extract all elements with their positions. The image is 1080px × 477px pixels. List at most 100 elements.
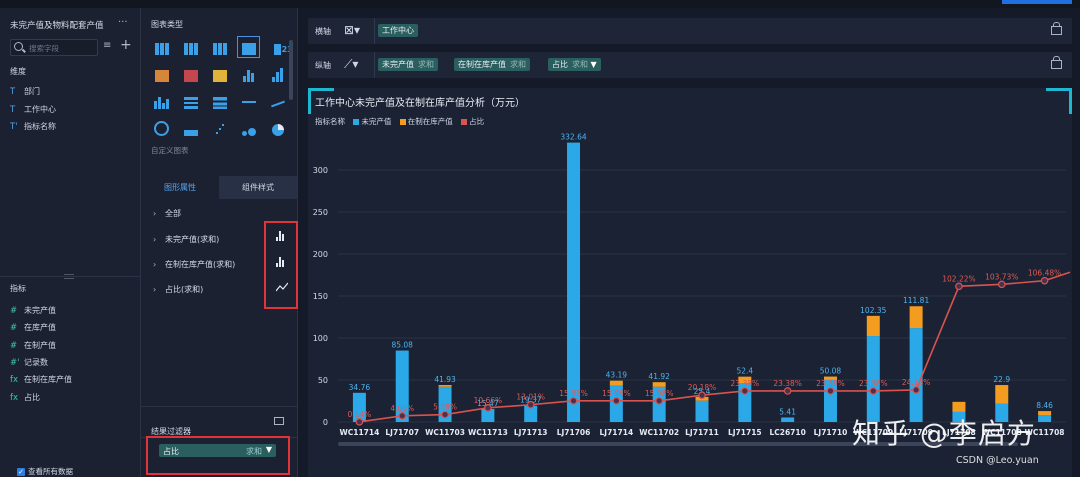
y-axis-chip[interactable]: 占比 求和 ▼ <box>548 58 601 71</box>
wave-line-icon[interactable] <box>240 93 257 109</box>
chart-panel: 工作中心未完产值及在制在库产值分析（万元） 指标名称 未完产值 在制在库产值 占… <box>308 88 1072 477</box>
custom-chart-label[interactable]: 自定义图表 <box>151 146 189 155</box>
bar-series-icon[interactable] <box>276 231 288 243</box>
top-accent[interactable] <box>1002 0 1072 4</box>
table-chart-icon[interactable] <box>153 39 170 55</box>
ratio-label: 23.38% <box>773 379 802 388</box>
result-filter-chip[interactable]: 占比 求和 ▼ <box>159 444 276 457</box>
add-icon[interactable]: + <box>120 37 132 53</box>
filter-icon[interactable]: ▼ <box>590 60 597 69</box>
lock-icon[interactable] <box>1051 22 1062 35</box>
search-icon <box>14 42 23 51</box>
field-label: 指标名称 <box>24 122 56 131</box>
show-all-data[interactable]: ✓ 查看所有数据 <box>17 466 73 477</box>
grouped-table-icon[interactable] <box>211 39 228 55</box>
metric-field[interactable]: # 未完产值 <box>10 305 56 316</box>
field-label: 工作中心 <box>24 105 56 114</box>
property-series-wip[interactable]: › 在制在库产值(求和) <box>153 259 235 270</box>
y-axis-row[interactable]: 纵轴 ⟋▾ 未完产值 求和 在制在库产值 求和 占比 求和 ▼ <box>308 52 1072 78</box>
bar-unfinished <box>567 142 581 422</box>
metric-field[interactable]: fx 在制在库产值 <box>10 374 72 385</box>
field-label: 部门 <box>24 87 40 96</box>
chart-scrollbar <box>338 442 1018 446</box>
property-series-unfinished[interactable]: › 未完产值(求和) <box>153 234 219 245</box>
checkbox-icon[interactable]: ✓ <box>17 468 25 476</box>
bar-wip <box>609 380 623 386</box>
x-tick-label: LJ71715 <box>728 428 762 437</box>
resize-handle[interactable] <box>64 274 74 279</box>
axis-settings-icon[interactable]: ⊠▾ <box>344 23 361 37</box>
y-axis-chip[interactable]: 在制在库产值 求和 <box>454 58 530 71</box>
legend-item[interactable]: 在制在库产值 <box>407 117 453 126</box>
property-series-ratio[interactable]: › 占比(求和) <box>153 284 203 295</box>
radar-icon[interactable] <box>153 120 170 136</box>
heatmap-icon[interactable] <box>211 66 228 82</box>
metric-field[interactable]: fx 占比 <box>10 392 40 403</box>
bar-chart-icon[interactable] <box>269 66 286 82</box>
metric-field[interactable]: # 在库产值 <box>10 322 56 333</box>
legend-item[interactable]: 占比 <box>469 117 485 126</box>
chip-label: 工作中心 <box>382 26 414 35</box>
line-series-icon[interactable] <box>275 282 289 294</box>
legend-item[interactable]: 未完产值 <box>361 117 392 126</box>
line-chart-icon[interactable] <box>269 93 286 109</box>
x-tick-label: LC26710 <box>769 428 805 437</box>
x-tick-label: WC11703 <box>425 428 465 437</box>
legend-swatch <box>399 119 406 125</box>
pie-chart-icon[interactable] <box>269 120 286 136</box>
column-chart-icon[interactable] <box>240 66 257 82</box>
bar-series-icon[interactable] <box>276 257 288 269</box>
lock-icon[interactable] <box>1051 56 1062 69</box>
ratio-label: 15.98% <box>602 389 631 398</box>
bubble-icon[interactable] <box>240 120 257 136</box>
x-axis-title: 横轴 <box>315 27 331 36</box>
ratio-label: 20.18% <box>688 383 717 392</box>
y-axis-chip[interactable]: 未完产值 求和 <box>378 58 438 71</box>
ratio-point <box>955 282 963 291</box>
ratio-label: 106.48% <box>1028 269 1061 278</box>
multi-column-icon[interactable] <box>153 93 170 109</box>
property-all[interactable]: › 全部 <box>153 208 181 219</box>
bar-unfinished <box>952 411 966 422</box>
cross-table-icon[interactable] <box>182 39 199 55</box>
y-tick-label: 300 <box>313 166 328 175</box>
metric-field[interactable]: #' 记录数 <box>10 357 48 368</box>
x-axis-row[interactable]: 横轴 ⊠▾ 工作中心 <box>308 18 1072 44</box>
x-axis-chip[interactable]: 工作中心 <box>378 24 418 37</box>
stacked-table-icon[interactable] <box>153 66 170 82</box>
bar-unfinished <box>1038 415 1052 422</box>
area-chart-icon[interactable] <box>182 120 199 136</box>
stacked-bar-icon[interactable] <box>211 93 228 109</box>
lock-icon[interactable] <box>274 417 284 425</box>
corner-accent <box>1046 88 1072 91</box>
chevron-right-icon: › <box>153 285 157 294</box>
search-input[interactable]: 搜索字段 <box>10 39 98 56</box>
y-tick-label: 150 <box>313 292 328 301</box>
dimension-field[interactable]: T 工作中心 <box>10 104 56 115</box>
chip-aggregation: 求和 <box>246 447 262 456</box>
filter-icon[interactable]: ▼ <box>265 445 272 454</box>
color-table-icon[interactable] <box>182 66 199 82</box>
filter-sort-icon[interactable]: ≡ <box>103 40 112 51</box>
scatter-icon[interactable] <box>211 120 228 136</box>
more-icon[interactable]: ··· <box>118 17 128 28</box>
metric-field[interactable]: # 在制产值 <box>10 340 56 351</box>
ratio-label: 24.18% <box>902 378 931 387</box>
formula-field-icon: fx <box>10 375 19 385</box>
kpi-number-icon[interactable]: 123 <box>274 44 293 55</box>
property-label: 全部 <box>165 209 181 218</box>
ratio-label: 5.58% <box>433 403 457 412</box>
horizontal-bar-icon[interactable] <box>182 93 199 109</box>
tab-graph-properties[interactable]: 图形属性 <box>141 176 219 199</box>
ratio-point <box>869 387 878 395</box>
dimension-field[interactable]: T' 指标名称 <box>10 121 56 132</box>
combined-chart-icon[interactable] <box>237 36 260 58</box>
tab-component-style[interactable]: 组件样式 <box>219 176 297 199</box>
line-settings-icon[interactable]: ⟋▾ <box>344 57 359 71</box>
ratio-label: 15.97% <box>559 389 588 398</box>
chart-type-scrollbar[interactable] <box>289 40 293 100</box>
bar-value-label: 102.35 <box>860 306 886 315</box>
dimension-field[interactable]: T 部门 <box>10 86 40 97</box>
ratio-label: 102.22% <box>942 274 975 283</box>
number-field-icon: # <box>10 306 18 316</box>
